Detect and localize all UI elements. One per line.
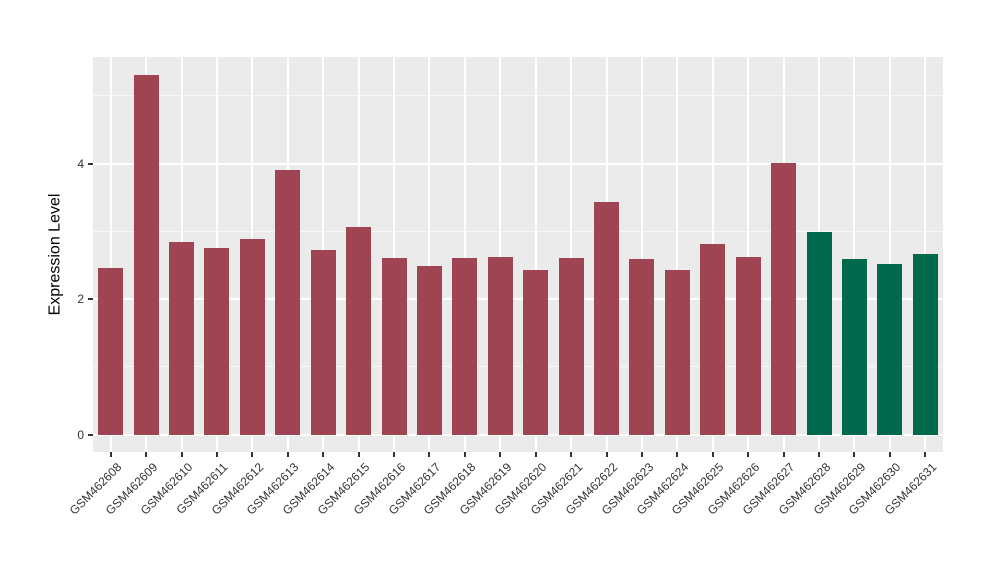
bar-GSM462622 xyxy=(594,202,620,435)
minor-gridline-y3 xyxy=(93,230,943,232)
bar-GSM462618 xyxy=(452,257,478,435)
bar-GSM462628 xyxy=(806,231,832,435)
vertical-gridline-GSM462616 xyxy=(393,57,396,452)
bar-GSM462616 xyxy=(381,257,407,435)
x-tick-mark-GSM462623 xyxy=(640,452,643,457)
minor-gridline-y5 xyxy=(93,95,943,97)
x-tick-mark-GSM462609 xyxy=(145,452,148,457)
bar-GSM462629 xyxy=(841,259,867,435)
x-tick-mark-GSM462612 xyxy=(251,452,254,457)
x-tick-mark-GSM462615 xyxy=(357,452,360,457)
vertical-gridline-GSM462617 xyxy=(428,57,431,452)
y-tick-mark-2 xyxy=(88,298,93,300)
x-tick-mark-GSM462622 xyxy=(605,452,608,457)
x-tick-mark-GSM462630 xyxy=(888,452,891,457)
x-tick-mark-GSM462613 xyxy=(286,452,289,457)
bar-GSM462608 xyxy=(98,267,124,435)
vertical-gridline-GSM462630 xyxy=(888,57,891,452)
x-tick-mark-GSM462620 xyxy=(534,452,537,457)
x-tick-mark-GSM462627 xyxy=(782,452,785,457)
vertical-gridline-GSM462620 xyxy=(534,57,537,452)
x-tick-mark-GSM462624 xyxy=(676,452,679,457)
y-tick-mark-4 xyxy=(88,162,93,165)
bar-GSM462612 xyxy=(239,238,265,435)
vertical-gridline-GSM462619 xyxy=(499,57,502,452)
bar-GSM462615 xyxy=(346,227,372,435)
x-tick-mark-GSM462629 xyxy=(853,452,856,457)
x-tick-mark-GSM462631 xyxy=(924,452,927,457)
x-tick-mark-GSM462610 xyxy=(180,452,183,457)
bar-GSM462609 xyxy=(133,74,159,435)
x-tick-mark-GSM462626 xyxy=(747,452,750,457)
bar-GSM462617 xyxy=(416,265,442,435)
y-tick-mark-0 xyxy=(88,433,93,436)
vertical-gridline-GSM462624 xyxy=(676,57,679,452)
bar-GSM462623 xyxy=(629,259,655,435)
x-tick-mark-GSM462608 xyxy=(109,452,112,457)
bar-GSM462625 xyxy=(700,244,726,435)
bar-GSM462630 xyxy=(877,263,903,435)
y-axis-title: Expression Level xyxy=(46,193,64,316)
x-tick-mark-GSM462616 xyxy=(393,452,396,457)
x-tick-mark-GSM462611 xyxy=(215,452,218,457)
minor-gridline-y1 xyxy=(93,366,943,368)
bar-GSM462619 xyxy=(487,257,513,435)
x-tick-mark-GSM462621 xyxy=(570,452,573,457)
x-tick-mark-GSM462619 xyxy=(499,452,502,457)
vertical-gridline-GSM462629 xyxy=(853,57,856,452)
vertical-gridline-GSM462623 xyxy=(640,57,643,452)
vertical-gridline-GSM462626 xyxy=(747,57,750,452)
bar-GSM462614 xyxy=(310,249,336,435)
vertical-gridline-GSM462608 xyxy=(109,57,112,452)
bar-GSM462620 xyxy=(523,269,549,435)
y-tick-label-4: 4 xyxy=(77,156,84,171)
bar-GSM462610 xyxy=(169,242,195,435)
bar-GSM462631 xyxy=(912,254,938,435)
vertical-gridline-GSM462621 xyxy=(570,57,573,452)
major-gridline-y4 xyxy=(93,162,943,165)
bar-GSM462613 xyxy=(275,170,301,435)
x-tick-mark-GSM462625 xyxy=(711,452,714,457)
bar-GSM462626 xyxy=(735,257,761,435)
bar-GSM462627 xyxy=(771,162,797,435)
bar-GSM462621 xyxy=(558,257,584,435)
bar-GSM462624 xyxy=(664,269,690,435)
x-tick-mark-GSM462617 xyxy=(428,452,431,457)
x-tick-mark-GSM462618 xyxy=(463,452,466,457)
major-gridline-y0 xyxy=(93,433,943,436)
x-tick-mark-GSM462614 xyxy=(322,452,325,457)
y-tick-label-2: 2 xyxy=(77,292,84,306)
bar-GSM462611 xyxy=(204,248,230,435)
plot-panel xyxy=(93,57,943,452)
vertical-gridline-GSM462618 xyxy=(463,57,466,452)
major-gridline-y2 xyxy=(93,298,943,300)
y-tick-label-0: 0 xyxy=(77,427,84,442)
x-tick-mark-GSM462628 xyxy=(818,452,821,457)
